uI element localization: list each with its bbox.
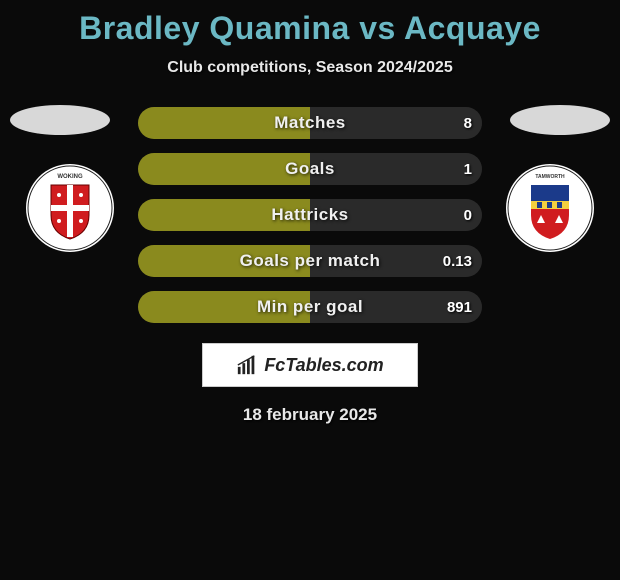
player1-club-crest: WOKING xyxy=(25,163,115,253)
svg-text:WOKING: WOKING xyxy=(57,174,83,180)
chart-icon xyxy=(236,354,258,376)
svg-text:TAMWORTH: TAMWORTH xyxy=(535,174,565,180)
fctables-logo: FcTables.com xyxy=(202,343,418,387)
comparison-area: WOKING TAMWORTH 8Matches 1Goals 0Hattricks… xyxy=(0,105,620,325)
page-title: Bradley Quamina vs Acquaye xyxy=(0,0,620,47)
stat-label: Hattricks xyxy=(138,199,482,231)
stat-row: 8Matches xyxy=(138,107,482,139)
stat-label: Goals per match xyxy=(138,245,482,277)
stat-label: Matches xyxy=(138,107,482,139)
player1-ellipse xyxy=(10,105,110,135)
player2-club-crest: TAMWORTH xyxy=(505,163,595,253)
stat-row: 0Hattricks xyxy=(138,199,482,231)
stat-row: 1Goals xyxy=(138,153,482,185)
tamworth-crest-icon: TAMWORTH xyxy=(505,163,595,253)
stat-label: Goals xyxy=(138,153,482,185)
stat-label: Min per goal xyxy=(138,291,482,323)
stat-bars: 8Matches 1Goals 0Hattricks 0.13Goals per ma… xyxy=(138,107,482,337)
date-line: 18 february 2025 xyxy=(0,405,620,425)
woking-crest-icon: WOKING xyxy=(25,163,115,253)
subtitle: Club competitions, Season 2024/2025 xyxy=(0,59,620,77)
stat-row: 0.13Goals per match xyxy=(138,245,482,277)
stat-row: 891Min per goal xyxy=(138,291,482,323)
player2-ellipse xyxy=(510,105,610,135)
logo-text: FcTables.com xyxy=(264,355,383,376)
